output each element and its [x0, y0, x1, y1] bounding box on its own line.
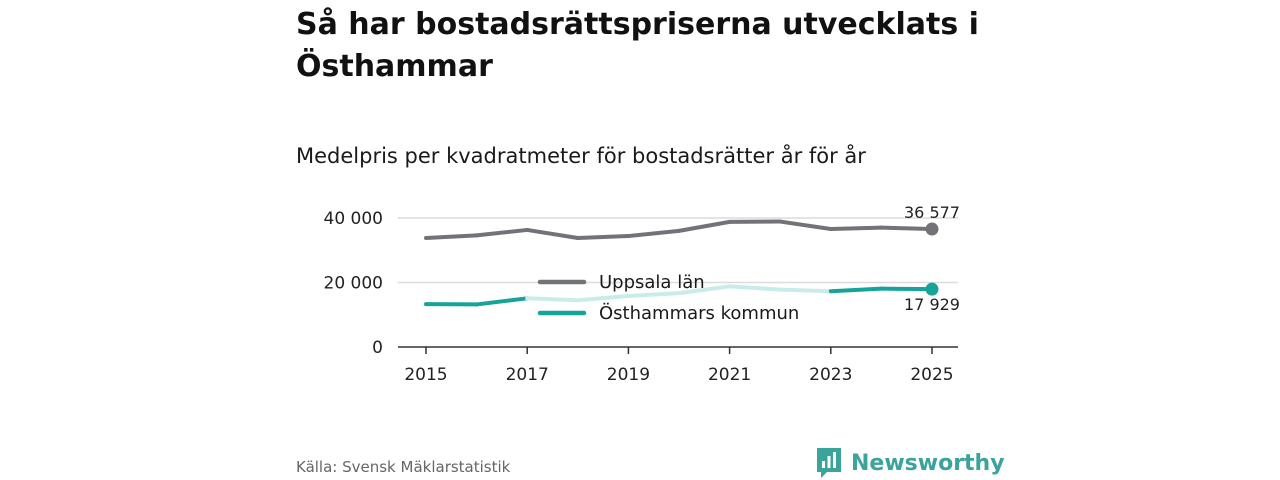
series-segment-osthammar	[474, 296, 530, 307]
series-segment-uppsala	[474, 227, 530, 238]
series-segment-uppsala	[575, 234, 631, 240]
end-value-label: 17 929	[904, 295, 960, 314]
source-note: Källa: Svensk Mäklarstatistik	[296, 458, 511, 476]
x-tick-label: 2021	[708, 365, 751, 385]
series-segment-uppsala	[525, 227, 580, 240]
series-segment-uppsala	[424, 233, 479, 240]
series-segment-osthammar	[879, 286, 934, 292]
series-segment-uppsala	[626, 228, 681, 239]
end-point-marker	[925, 282, 939, 296]
series-segment-osthammar	[575, 294, 631, 303]
series-segment-osthammar	[727, 284, 783, 292]
brand-name: Newsworthy	[851, 450, 1005, 476]
y-tick-label: 40 000	[324, 209, 383, 229]
x-tick-label: 2019	[607, 365, 650, 385]
x-tick-label: 2015	[404, 365, 447, 385]
series-segment-uppsala	[778, 219, 833, 231]
end-value-label: 36 577	[904, 203, 960, 222]
x-tick-label: 2023	[809, 365, 852, 385]
y-tick-label: 20 000	[324, 274, 383, 294]
series-segment-uppsala	[677, 219, 732, 233]
series-segment-osthammar	[778, 287, 833, 294]
legend-label: Östhammars kommun	[599, 302, 799, 324]
newsworthy-logo-icon	[817, 448, 841, 478]
series-segment-osthammar	[626, 291, 681, 299]
series-segment-uppsala	[828, 225, 884, 231]
series-segment-osthammar	[828, 286, 884, 294]
brand-logo: Newsworthy	[815, 446, 1005, 480]
x-tick-label: 2025	[910, 365, 953, 385]
legend-label: Uppsala län	[599, 272, 705, 293]
series-segment-osthammar	[677, 284, 732, 296]
series-segment-uppsala	[879, 225, 934, 232]
y-tick-label: 0	[372, 338, 383, 358]
chart-subtitle: Medelpris per kvadratmeter för bostadsrä…	[296, 144, 866, 168]
page-title: Så har bostadsrättspriserna utvecklats i…	[296, 7, 979, 84]
series-segment-osthammar	[525, 296, 580, 303]
x-tick-label: 2017	[506, 365, 549, 385]
end-point-marker	[925, 222, 939, 236]
